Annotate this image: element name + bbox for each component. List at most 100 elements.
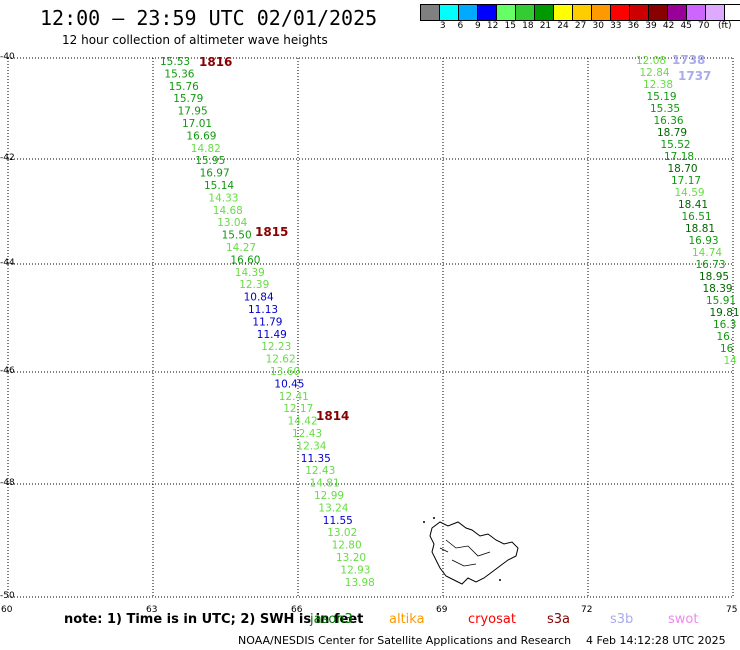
wave-height-value: 12.38 bbox=[643, 79, 673, 91]
wave-height-value: 16.3 bbox=[713, 319, 736, 331]
color-legend bbox=[420, 4, 740, 21]
island-outline bbox=[429, 521, 519, 585]
wave-height-value: 16. bbox=[717, 331, 734, 343]
wave-height-value: 10.84 bbox=[244, 292, 274, 304]
wave-height-value: 14.39 bbox=[235, 267, 265, 279]
pass-number-label: 1738 bbox=[672, 53, 705, 67]
legend-label: 70 bbox=[698, 21, 710, 31]
longitude-label: 66 bbox=[291, 605, 303, 615]
kerguelen-island bbox=[423, 517, 519, 585]
latitude-label: -42 bbox=[0, 153, 15, 163]
legend-label: 12 bbox=[486, 21, 499, 31]
map-grid bbox=[7, 57, 734, 598]
legend-swatch bbox=[724, 4, 740, 21]
wave-height-value: 12.93 bbox=[340, 564, 370, 576]
island-detail bbox=[439, 539, 491, 567]
wave-height-value: 12.39 bbox=[239, 279, 269, 291]
wave-height-value: 12.43 bbox=[305, 465, 335, 477]
longitude-label: 60 bbox=[1, 605, 13, 615]
legend-label: 3 bbox=[439, 21, 446, 31]
wave-height-value: 15.14 bbox=[204, 180, 234, 192]
wave-height-value: 17.18 bbox=[664, 151, 694, 163]
wave-height-value: 16.93 bbox=[689, 235, 719, 247]
timestamp-text: 4 Feb 14:12:28 UTC 2025 bbox=[586, 634, 726, 647]
latitude-label: -46 bbox=[0, 366, 15, 376]
satellite-label: swot bbox=[668, 612, 699, 627]
page-subtitle: 12 hour collection of altimeter wave hei… bbox=[62, 33, 328, 47]
wave-height-value: 19.81 bbox=[710, 307, 740, 319]
wave-height-value: 16.51 bbox=[682, 211, 712, 223]
legend-label: 30 bbox=[592, 21, 604, 31]
wave-height-value: 18.41 bbox=[678, 199, 708, 211]
wave-height-value: 17.17 bbox=[671, 175, 701, 187]
wave-height-value: 16.97 bbox=[200, 168, 230, 180]
legend-label: 18 bbox=[522, 21, 534, 31]
islet bbox=[423, 521, 425, 523]
pass-number-label: 1737 bbox=[678, 69, 711, 83]
satellite-track-right: 12.0812.8412.3815.1915.3516.3618.7915.52… bbox=[636, 53, 740, 367]
wave-height-value: 16 bbox=[720, 343, 734, 355]
satellite-label: s3a bbox=[547, 612, 571, 627]
wave-height-value: 16.69 bbox=[186, 130, 216, 142]
wave-height-value: 15.91 bbox=[706, 295, 736, 307]
pass-number-label: 1815 bbox=[255, 225, 288, 239]
wave-height-value: 15.79 bbox=[173, 93, 203, 105]
legend-label: 27 bbox=[574, 21, 587, 31]
wave-height-value: 15.50 bbox=[222, 230, 252, 242]
credit-text: NOAA/NESDIS Center for Satellite Applica… bbox=[238, 634, 572, 647]
wave-height-value: 12.08 bbox=[636, 55, 666, 67]
satellite-label: s3b bbox=[610, 612, 634, 627]
wave-height-value: 12.34 bbox=[296, 440, 326, 452]
wave-height-value: 15.95 bbox=[195, 155, 225, 167]
wave-height-value: 15.36 bbox=[164, 68, 194, 80]
wave-height-value: 18.70 bbox=[668, 163, 698, 175]
longitude-label: 72 bbox=[581, 605, 593, 615]
satellite-label: altika bbox=[389, 612, 425, 627]
latitude-label: -44 bbox=[0, 258, 15, 268]
wave-height-value: 18.95 bbox=[699, 271, 729, 283]
wave-height-value: 16.73 bbox=[696, 259, 726, 271]
wave-height-value: 11.13 bbox=[248, 304, 278, 316]
wave-height-value: 13.60 bbox=[270, 366, 300, 378]
legend-label: 6 bbox=[457, 21, 464, 31]
wave-height-value: 12.80 bbox=[332, 540, 362, 552]
longitude-label: 63 bbox=[146, 605, 158, 615]
pass-number-label: 1814 bbox=[316, 409, 349, 423]
wave-height-value: 15.19 bbox=[647, 91, 677, 103]
wave-height-value: 15.35 bbox=[650, 103, 680, 115]
wave-height-value: 18.39 bbox=[703, 283, 733, 295]
islet bbox=[499, 579, 501, 581]
wave-height-value: 14.74 bbox=[692, 247, 722, 259]
page-title: 12:00 – 23:59 UTC 02/01/2025 bbox=[40, 6, 378, 30]
wave-height-value: 14.82 bbox=[191, 143, 221, 155]
legend-label: 15 bbox=[504, 21, 516, 31]
wave-height-value: 11.79 bbox=[252, 316, 282, 328]
wave-height-value: 12.99 bbox=[314, 490, 344, 502]
wave-height-value: 12.17 bbox=[283, 403, 313, 415]
wave-height-value: 13.24 bbox=[318, 502, 348, 514]
wave-height-value: 16.60 bbox=[230, 254, 260, 266]
wave-height-value: 10.45 bbox=[274, 378, 304, 390]
legend-label: 39 bbox=[645, 21, 657, 31]
wave-height-value: 14.68 bbox=[213, 205, 243, 217]
wave-height-value: 14.33 bbox=[208, 192, 238, 204]
legend-label: 45 bbox=[680, 21, 692, 31]
color-legend-labels: 3 6 9 12 15 18 21 24 27 30 33 36 39 42 45 70 (ft) bbox=[420, 21, 732, 31]
satellite-label: jason3 bbox=[310, 612, 353, 627]
legend-label: 24 bbox=[557, 21, 569, 31]
legend-unit: (ft) bbox=[717, 21, 732, 31]
islet bbox=[433, 517, 435, 519]
legend-label: 33 bbox=[610, 21, 622, 31]
wave-height-value: 13.02 bbox=[327, 527, 357, 539]
latitude-label: -50 bbox=[0, 591, 15, 601]
wave-height-value: 11.35 bbox=[301, 453, 331, 465]
wave-height-value: 15.53 bbox=[160, 56, 190, 68]
wave-height-value: 15.76 bbox=[169, 81, 199, 93]
wave-height-value: 14.42 bbox=[288, 416, 318, 428]
legend-label: 21 bbox=[539, 21, 552, 31]
wave-height-value: 12.23 bbox=[261, 341, 291, 353]
wave-height-value: 18.79 bbox=[657, 127, 687, 139]
wave-height-value: 13.20 bbox=[336, 552, 366, 564]
wave-height-value: 14 bbox=[724, 355, 738, 367]
